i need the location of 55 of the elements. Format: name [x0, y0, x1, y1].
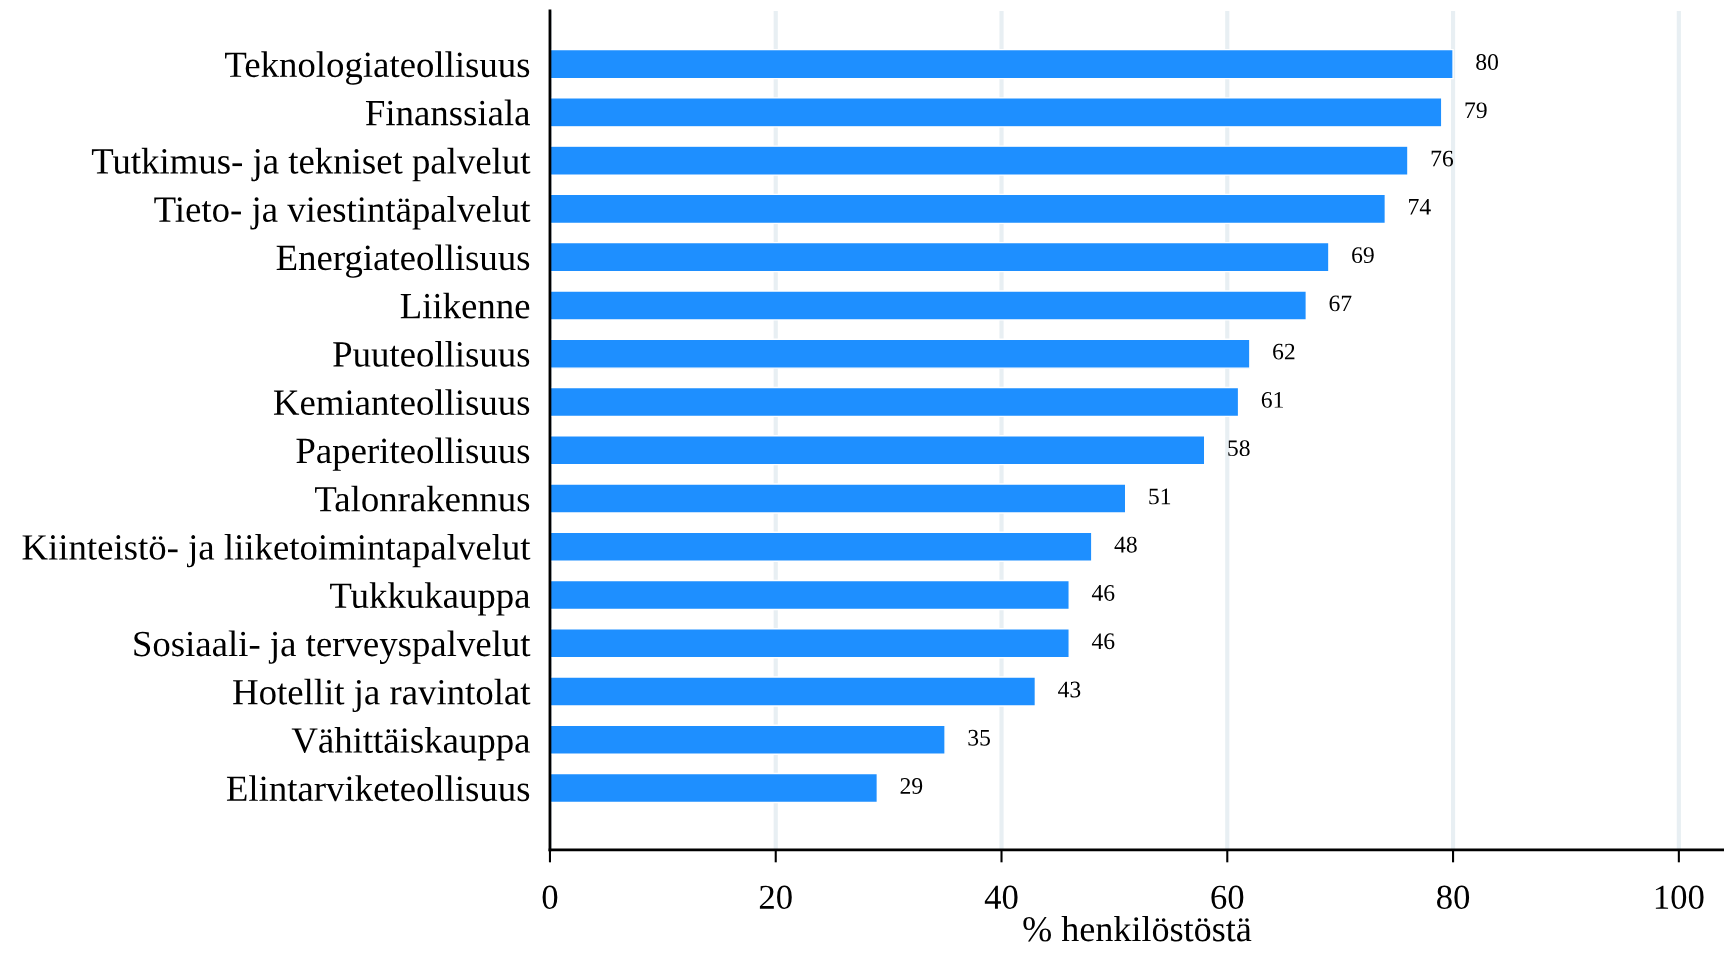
- bar: [549, 531, 1093, 562]
- bar: [549, 724, 946, 755]
- bar: [549, 676, 1037, 707]
- bar: [549, 241, 1330, 273]
- y-tick-label: Teknologiateollisuus: [225, 51, 530, 85]
- y-tick-label: Hotellit ja ravintolat: [233, 678, 531, 713]
- bar: [549, 145, 1409, 176]
- x-tick-label: 60: [1211, 885, 1244, 909]
- y-tick-label: Tieto- ja viestintäpalvelut: [154, 196, 531, 230]
- x-tick-label: 0: [542, 885, 558, 909]
- data-label: 79: [1465, 102, 1487, 119]
- y-tick-label: Energiateollisuus: [276, 244, 530, 278]
- y-tick-label: Puuteollisuus: [333, 340, 530, 367]
- data-label: 67: [1329, 295, 1352, 312]
- data-label: 29: [900, 778, 923, 794]
- bar: [549, 193, 1387, 225]
- data-label: 58: [1228, 440, 1250, 457]
- y-tick-label: Kemianteollisuus: [273, 389, 530, 416]
- y-tick-label: Vähittäiskauppa: [291, 727, 530, 761]
- bar: [549, 579, 1070, 611]
- y-tick-label: Paperiteollisuus: [296, 437, 530, 471]
- data-label: 69: [1352, 247, 1374, 264]
- data-label: 76: [1431, 150, 1454, 167]
- bar: [549, 97, 1443, 128]
- data-label: 35: [968, 729, 990, 746]
- x-tick-label: 80: [1437, 885, 1470, 909]
- y-tick-label: Finanssiala: [365, 99, 530, 126]
- y-tick-label: Sosiaali- ja terveyspalvelut: [134, 630, 531, 664]
- bar: [549, 483, 1127, 514]
- data-label: 74: [1409, 199, 1431, 215]
- y-tick-label: Talonrakennus: [315, 485, 530, 512]
- x-tick-label: 100: [1655, 885, 1704, 909]
- y-tick-label: Kiinteistö- ja liiketoimintapalvelut: [22, 533, 531, 568]
- data-label: 48: [1114, 536, 1137, 553]
- bar: [549, 338, 1251, 369]
- data-label: 46: [1091, 633, 1115, 650]
- x-axis-title: % henkilöstöstä: [1023, 916, 1252, 942]
- bar: [549, 386, 1240, 418]
- bar: [549, 628, 1070, 659]
- data-label: 80: [1476, 54, 1498, 70]
- data-label: 46: [1091, 585, 1115, 601]
- bar: [549, 772, 879, 804]
- x-tick-label: 20: [759, 885, 792, 909]
- bar: [549, 435, 1206, 466]
- bar: [549, 290, 1308, 321]
- y-tick-label: Elintarviketeollisuus: [226, 775, 530, 802]
- y-tick-label: Tukkukauppa: [330, 582, 531, 616]
- y-tick-label: Tutkimus- ja tekniset palvelut: [91, 147, 531, 182]
- bar: [549, 48, 1454, 80]
- data-label: 51: [1149, 488, 1171, 505]
- data-label: 62: [1273, 343, 1295, 360]
- data-label: 43: [1058, 681, 1081, 698]
- x-tick-label: 40: [984, 885, 1018, 909]
- y-tick-label: Liikenne: [400, 292, 530, 319]
- data-label: 61: [1261, 391, 1283, 408]
